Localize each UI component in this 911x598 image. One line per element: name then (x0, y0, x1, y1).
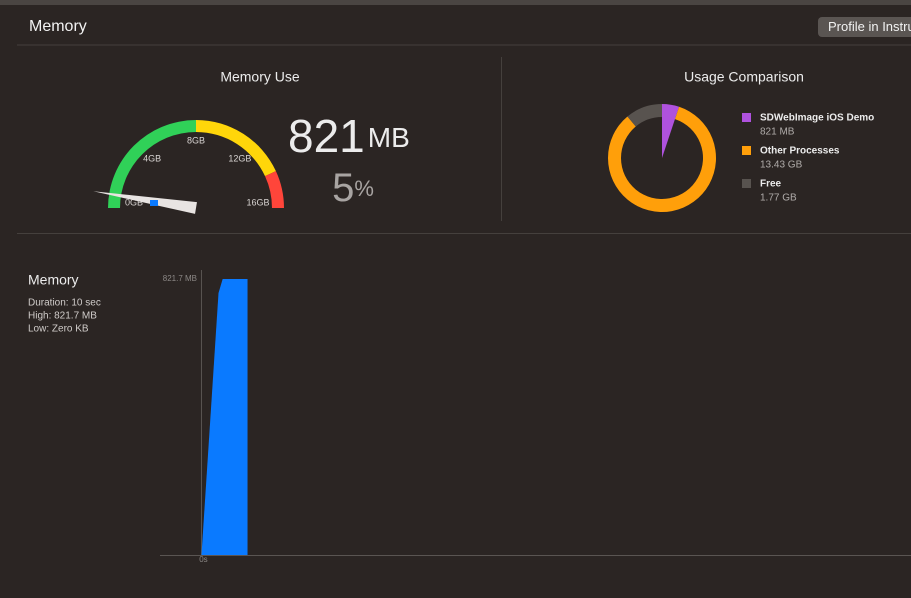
legend-name: Free (760, 179, 782, 190)
legend: SDWebImage iOS Demo 821 MB Other Processes… (742, 113, 874, 204)
legend-swatch (742, 113, 751, 122)
profile-button-label[interactable]: Profile in Instruments (828, 19, 911, 34)
x-tick-label: 0s (199, 555, 207, 564)
percent-number: 5 (332, 166, 354, 210)
gauge-tick-label: 8GB (187, 135, 205, 145)
legend-name: Other Processes (760, 146, 840, 157)
y-tick-label: 821.7 MB (163, 274, 197, 283)
stat: High: 821.7 MB (28, 311, 97, 322)
memory-value: 821 MB (288, 110, 410, 162)
chart-title: Memory (28, 272, 79, 288)
gauge-zone (196, 120, 276, 177)
memory-area (201, 279, 248, 555)
legend-swatch (742, 146, 751, 155)
memory-unit: MB (368, 122, 410, 153)
usage-comparison-title: Usage Comparison (684, 69, 804, 85)
percent-unit: % (354, 176, 374, 201)
gauge: 0GB 4GB 8GB 12GB 16GB (93, 120, 284, 214)
donut-segment (662, 104, 680, 120)
gauge-tick-label: 4GB (143, 154, 161, 164)
gauge-zone (265, 171, 284, 208)
donut (608, 104, 716, 213)
gauge-needle (93, 191, 197, 214)
legend-name: SDWebImage iOS Demo (760, 113, 874, 124)
stat: Duration: 10 sec (28, 298, 101, 309)
stats: Duration: 10 sec High: 821.7 MB Low: Zero … (28, 298, 101, 335)
memory-number: 821 (288, 110, 365, 162)
gauge-tick-label: 16GB (246, 197, 269, 207)
donut-wedge (662, 116, 676, 158)
legend-value: 1.77 GB (760, 193, 797, 204)
stat: Low: Zero KB (28, 324, 89, 335)
memory-percent: 5% (332, 166, 374, 210)
plot: 0s 821.7 MB (160, 270, 911, 564)
profile-button[interactable] (818, 17, 911, 37)
header-title: Memory (29, 18, 87, 35)
donut-segment (627, 104, 662, 127)
gauge-zone (108, 120, 196, 208)
legend-value: 821 MB (760, 127, 795, 138)
legend-swatch (742, 179, 751, 188)
legend-value: 13.43 GB (760, 160, 803, 171)
gauge-tick-label: 0GB (125, 197, 143, 207)
memory-use-title: Memory Use (220, 69, 300, 85)
gauge-marker (150, 200, 158, 206)
top-bar (0, 0, 911, 5)
gauge-tick-label: 12GB (228, 154, 251, 164)
